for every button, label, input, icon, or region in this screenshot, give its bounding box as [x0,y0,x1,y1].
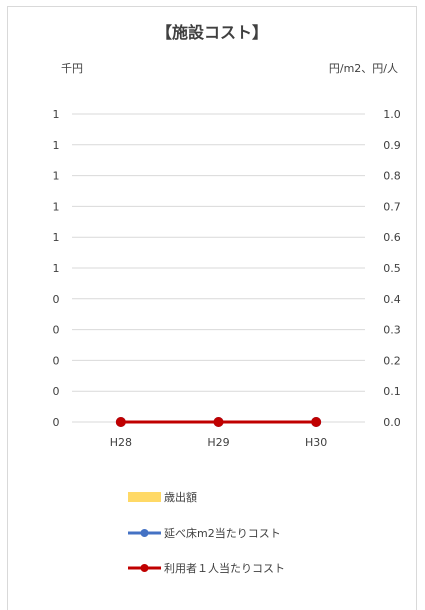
right-tick-label: 0.7 [383,200,401,213]
right-tick-label: 0.0 [383,416,401,429]
left-axis-ticks: 0 0 0 0 0 1 1 1 1 1 1 [53,108,60,429]
right-tick-label: 0.8 [383,170,401,183]
data-point [213,417,224,427]
data-point [311,417,322,427]
left-tick-label: 0 [53,385,60,398]
x-axis-ticks: H28 H29 H30 [110,436,328,449]
left-tick-label: 1 [53,200,60,213]
left-tick-label: 1 [53,262,60,275]
legend-marker [140,564,149,572]
right-tick-label: 0.3 [383,324,401,337]
left-tick-label: 1 [53,170,60,183]
legend-label: 歳出額 [164,490,197,504]
gridlines [72,113,365,423]
left-tick-label: 1 [53,139,60,152]
right-tick-label: 0.4 [383,293,401,306]
chart-title: 【施設コスト】 [156,23,268,42]
data-point [115,417,126,427]
right-tick-label: 0.9 [383,139,401,152]
x-tick-label: H28 [110,436,132,449]
legend-label: 利用者１人当たりコスト [164,561,285,575]
legend-marker [140,529,149,537]
left-tick-label: 0 [53,354,60,367]
right-axis-unit: 円/m2、円/人 [329,62,398,75]
right-axis-ticks: 0.0 0.1 0.2 0.3 0.4 0.5 0.6 0.7 0.8 0.9 1.0 [383,108,401,429]
right-tick-label: 0.2 [383,354,401,367]
right-tick-label: 0.5 [383,262,401,275]
right-tick-label: 1.0 [383,108,401,121]
left-axis-unit: 千円 [61,62,83,75]
chart-frame [7,6,417,610]
right-tick-label: 0.6 [383,231,401,244]
right-tick-label: 0.1 [383,385,401,398]
left-tick-label: 1 [53,231,60,244]
left-tick-label: 0 [53,324,60,337]
left-tick-label: 1 [53,108,60,121]
x-tick-label: H30 [305,436,327,449]
line-series [115,417,322,427]
legend-swatch [128,492,161,502]
left-tick-label: 0 [53,293,60,306]
x-tick-label: H29 [207,436,229,449]
left-tick-label: 0 [53,416,60,429]
legend-label: 延べ床m2当たりコスト [164,526,281,540]
